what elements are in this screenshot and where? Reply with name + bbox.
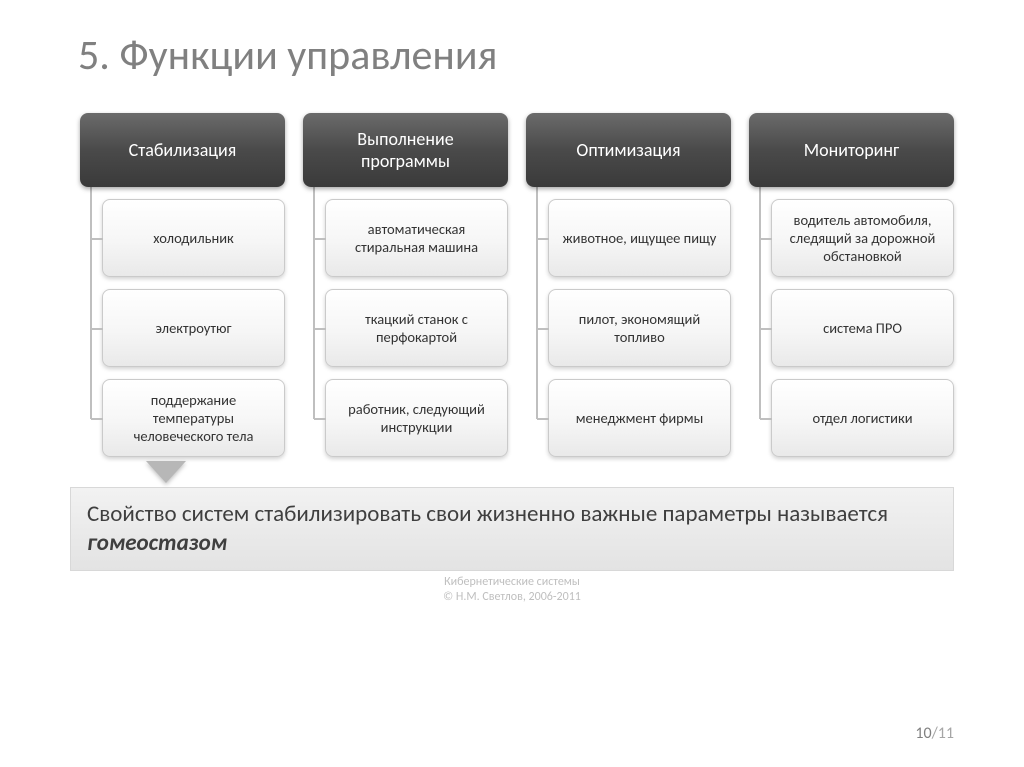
children-list: животное, ищущее пищу пилот, экономящий … [548, 199, 731, 457]
column-stabilization: Стабилизация холодильник электроутюг под… [80, 113, 285, 483]
children-list: водитель автомобиля, следящий за дорожно… [771, 199, 954, 457]
page-total: 11 [938, 724, 954, 743]
column-monitoring: Мониторинг водитель автомобиля, следящий… [749, 113, 954, 483]
hierarchy-diagram: Стабилизация холодильник электроутюг под… [70, 113, 954, 483]
child-item: автоматическая стиральная машина [325, 199, 508, 277]
child-item: животное, ищущее пищу [548, 199, 731, 277]
child-item: работник, следующий инструкции [325, 379, 508, 457]
column-header: Стабилизация [80, 113, 285, 187]
column-header: Выполнение программы [303, 113, 508, 187]
child-item: водитель автомобиля, следящий за дорожно… [771, 199, 954, 277]
footer-line-2: © Н.М. Светлов, 2006-2011 [70, 590, 954, 606]
arrow-down-icon [146, 461, 186, 483]
child-item: ткацкий станок с перфокартой [325, 289, 508, 367]
definition-emphasis: гомеостазом [87, 529, 227, 557]
page-number: 10/11 [915, 724, 954, 743]
child-item: электроутюг [102, 289, 285, 367]
page-title: 5. Функции управления [78, 30, 954, 81]
child-item: пилот, экономящий топливо [548, 289, 731, 367]
child-item: отдел логистики [771, 379, 954, 457]
footer-credit: Кибернетические системы © Н.М. Светлов, … [70, 575, 954, 606]
page-current: 10 [915, 724, 931, 743]
child-item: система ПРО [771, 289, 954, 367]
children-list: холодильник электроутюг поддержание темп… [102, 199, 285, 457]
child-item: холодильник [102, 199, 285, 277]
column-program: Выполнение программы автоматическая стир… [303, 113, 508, 483]
child-item: поддержание температуры человеческого те… [102, 379, 285, 457]
footer-line-1: Кибернетические системы [70, 575, 954, 591]
column-optimization: Оптимизация животное, ищущее пищу пилот,… [526, 113, 731, 483]
column-header: Оптимизация [526, 113, 731, 187]
child-item: менеджмент фирмы [548, 379, 731, 457]
children-list: автоматическая стиральная машина ткацкий… [325, 199, 508, 457]
column-header: Мониторинг [749, 113, 954, 187]
definition-callout: Свойство систем стабилизировать свои жиз… [70, 487, 954, 571]
definition-text: Свойство систем стабилизировать свои жиз… [87, 500, 888, 528]
